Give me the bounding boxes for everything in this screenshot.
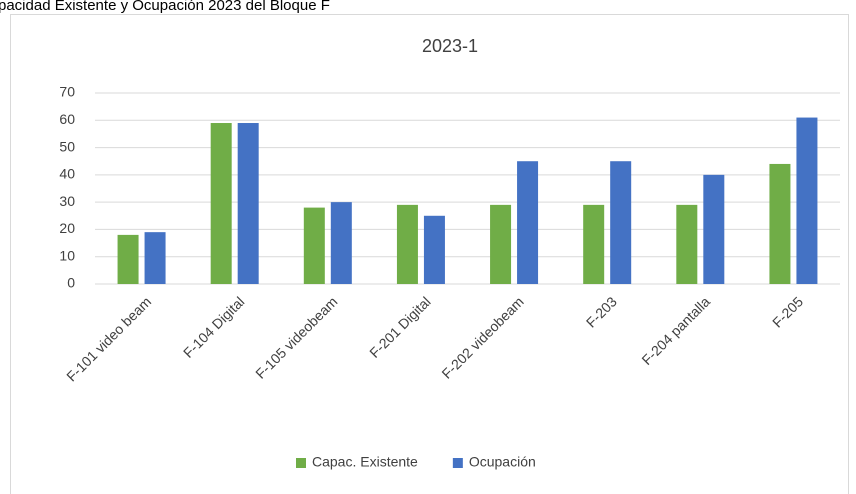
bar	[237, 123, 259, 284]
bar	[423, 215, 445, 284]
chart-title: 2023-1	[422, 36, 478, 56]
caption: pacidad Existente y Ocupación 2023 del B…	[0, 0, 330, 14]
y-tick-label: 20	[59, 220, 75, 236]
bar	[676, 204, 698, 284]
bar	[144, 232, 166, 284]
bar	[517, 161, 539, 284]
bar	[490, 204, 512, 284]
y-tick-label: 60	[59, 111, 75, 127]
legend-label: Ocupación	[469, 454, 536, 470]
bar	[117, 234, 139, 284]
bar	[796, 117, 818, 284]
bar	[610, 161, 632, 284]
y-tick-label: 0	[67, 275, 75, 291]
y-tick-label: 40	[59, 166, 75, 182]
bar	[303, 207, 325, 284]
legend-swatch	[296, 458, 306, 468]
bar	[703, 174, 725, 284]
legend-label: Capac. Existente	[312, 454, 418, 470]
bar	[769, 163, 791, 284]
y-tick-label: 30	[59, 193, 75, 209]
bar	[396, 204, 418, 284]
y-tick-label: 70	[59, 84, 75, 100]
bar	[583, 204, 605, 284]
bar	[330, 202, 352, 284]
y-tick-label: 10	[59, 247, 75, 263]
y-tick-label: 50	[59, 138, 75, 154]
legend-swatch	[452, 458, 463, 468]
bar	[210, 123, 232, 284]
